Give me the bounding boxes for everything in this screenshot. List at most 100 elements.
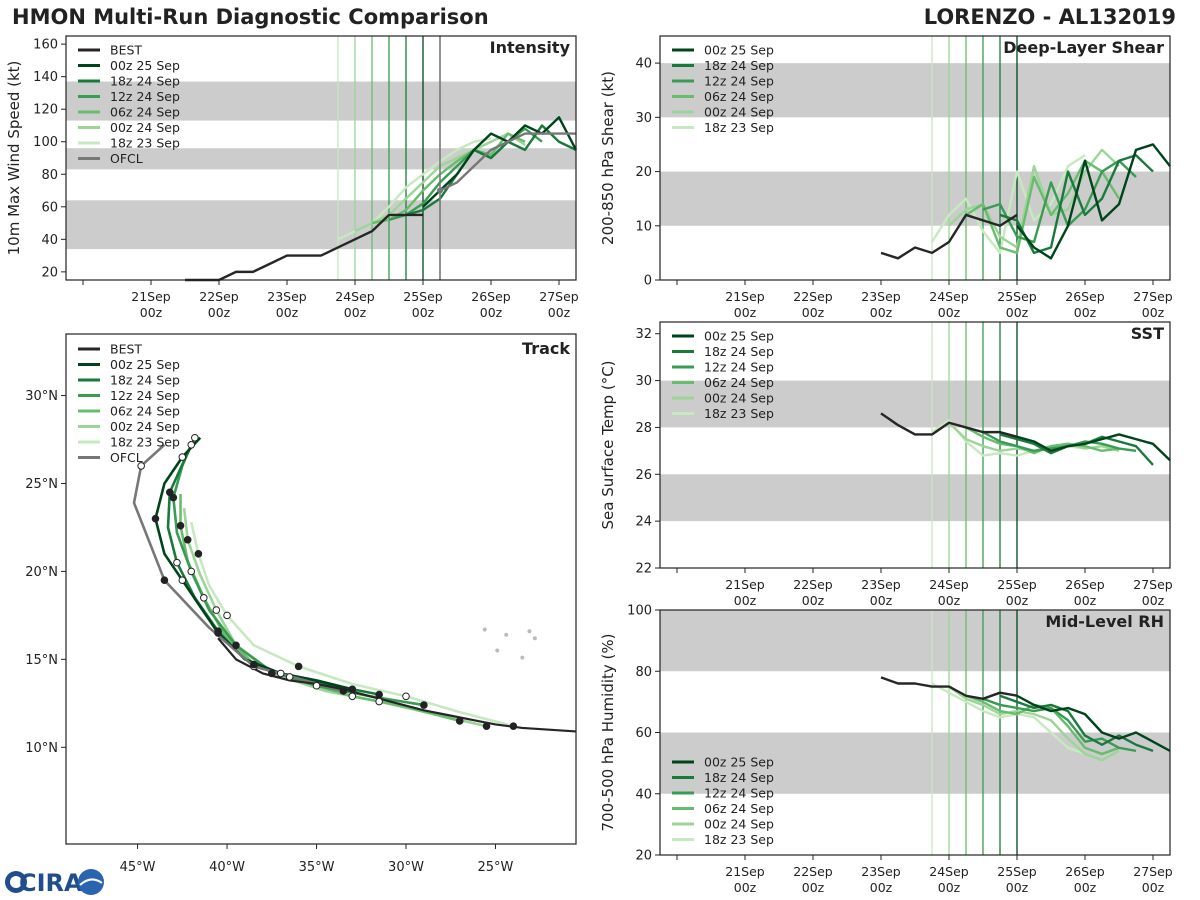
- legend-label-ofcl: OFCL: [110, 151, 143, 166]
- x-tick-label: 00z: [734, 880, 757, 895]
- y-tick-label: 26: [635, 468, 652, 483]
- panel-title: Track: [522, 339, 570, 358]
- y-tick-label: 40: [41, 233, 58, 248]
- y-tick-label: 100: [627, 604, 652, 619]
- legend-label-18z-24-sep: 18z 24 Sep: [110, 373, 180, 388]
- x-tick-label: 00z: [208, 305, 231, 320]
- panel-shear: 01020304021Sep00z22Sep00z23Sep00z24Sep00…: [599, 35, 1173, 320]
- panel-track: 45°W 40°W 35°W 30°W 25°W 10°N 15°N 20°N 25°N 30°N…: [25, 333, 577, 875]
- track-point: [178, 453, 187, 461]
- series-best: [880, 676, 1018, 701]
- track-point: [402, 692, 410, 701]
- x-tick-label: 00z: [938, 305, 961, 320]
- legend-label-00z-24-sep: 00z 24 Sep: [704, 817, 774, 832]
- x-tick-label: 00z: [412, 305, 435, 320]
- x-tick-label: 26Sep: [1065, 577, 1105, 592]
- island: [504, 632, 509, 637]
- legend-label-00z-25-sep: 00z 25 Sep: [704, 329, 774, 344]
- track-point: [348, 685, 357, 694]
- legend-label-06z-24-sep: 06z 24 Sep: [704, 801, 774, 816]
- y-tick-label: 80: [41, 168, 58, 183]
- x-tick-label: 00z: [1006, 880, 1029, 895]
- x-tick-label: 00z: [870, 880, 893, 895]
- series-ofcl: [439, 132, 576, 192]
- x-tick-label: 35°W: [299, 860, 335, 875]
- axes-frame: [65, 35, 577, 281]
- panel-sst: 22242628303221Sep00z22Sep00z23Sep00z24Se…: [599, 321, 1173, 608]
- y-tick-label: 0: [644, 274, 652, 289]
- x-tick-label: 27Sep: [539, 289, 579, 304]
- y-tick-label: 20: [635, 165, 652, 180]
- band-0: [66, 200, 576, 250]
- legend-label-18z-24-sep: 18z 24 Sep: [704, 344, 774, 359]
- y-tick-label: 80: [635, 665, 652, 680]
- legend-label-ofcl: OFCL: [110, 450, 143, 465]
- island: [520, 655, 525, 660]
- y-axis-label: 200-850 hPa Shear (kt): [599, 71, 617, 245]
- series-best: [880, 412, 1018, 438]
- track-18z-24-sep: [166, 437, 380, 696]
- x-tick-label: 23Sep: [861, 289, 901, 304]
- y-tick-label: 32: [635, 327, 652, 342]
- band-2: [66, 81, 576, 121]
- legend-label-00z-24-sep: 00z 24 Sep: [704, 391, 774, 406]
- series-00z-25-sep: [422, 116, 578, 208]
- track-point: [420, 701, 428, 709]
- y-tick-label: 40: [635, 787, 652, 802]
- x-tick-label: 00z: [938, 880, 961, 895]
- legend-label-06z-24-sep: 06z 24 Sep: [704, 89, 774, 104]
- x-tick-label: 30°W: [388, 860, 424, 875]
- axes-frame: [65, 333, 577, 845]
- legend-label-12z-24-sep: 12z 24 Sep: [704, 74, 774, 89]
- legend-label-00z-24-sep: 00z 24 Sep: [704, 105, 774, 120]
- panel-intensity: 2040608010012014016021Sep00z22Sep00z23Se…: [5, 35, 579, 320]
- x-tick-label: 23Sep: [861, 864, 901, 879]
- x-tick-label: 00z: [802, 880, 825, 895]
- series-18z-24-sep: [405, 124, 577, 217]
- panel-title: Intensity: [490, 38, 571, 57]
- track-18z-23-sep: [189, 521, 514, 728]
- track-point: [250, 660, 258, 669]
- legend-label-18z-23-sep: 18z 23 Sep: [704, 120, 774, 135]
- track-point: [176, 521, 185, 530]
- legend-label-00z-24-sep: 00z 24 Sep: [110, 419, 180, 434]
- legend-label-06z-24-sep: 06z 24 Sep: [110, 404, 180, 419]
- y-tick-label: 25°N: [25, 477, 58, 492]
- track-point: [212, 606, 221, 614]
- x-tick-label: 26Sep: [471, 289, 511, 304]
- track-point: [187, 567, 196, 576]
- x-tick-label: 00z: [344, 305, 367, 320]
- x-tick-label: 24Sep: [929, 577, 969, 592]
- track-point: [223, 611, 231, 620]
- legend-label-best: BEST: [110, 342, 142, 357]
- x-tick-label: 24Sep: [335, 289, 375, 304]
- legend-label-12z-24-sep: 12z 24 Sep: [704, 786, 774, 801]
- track-point: [194, 550, 203, 558]
- track-point: [375, 697, 383, 706]
- panel-title: Deep-Layer Shear: [1003, 38, 1164, 57]
- x-tick-label: 00z: [938, 593, 961, 608]
- band-1: [66, 148, 576, 170]
- y-tick-label: 100: [33, 135, 58, 150]
- x-tick-label: 21Sep: [131, 289, 171, 304]
- track-point: [455, 717, 464, 725]
- track-point: [509, 722, 518, 730]
- y-axis-label: 700-500 hPa Humidity (%): [599, 633, 617, 831]
- legend-label-18z-24-sep: 18z 24 Sep: [110, 74, 180, 89]
- x-tick-label: 27Sep: [1133, 577, 1173, 592]
- island: [527, 629, 532, 634]
- x-tick-label: 00z: [1006, 305, 1029, 320]
- axes-frame: [659, 321, 1171, 569]
- series-12z-24-sep: [982, 697, 1137, 753]
- track-point: [151, 514, 160, 523]
- y-tick-label: 20: [41, 265, 58, 280]
- series-00z-25-sep: [1016, 143, 1171, 260]
- x-tick-label: 25Sep: [997, 289, 1037, 304]
- logo-text: CIRA: [19, 869, 83, 897]
- legend-label-12z-24-sep: 12z 24 Sep: [110, 89, 180, 104]
- y-tick-label: 160: [33, 38, 58, 53]
- y-tick-label: 10: [635, 219, 652, 234]
- ofcl-point: [437, 187, 443, 194]
- track-point: [285, 673, 294, 681]
